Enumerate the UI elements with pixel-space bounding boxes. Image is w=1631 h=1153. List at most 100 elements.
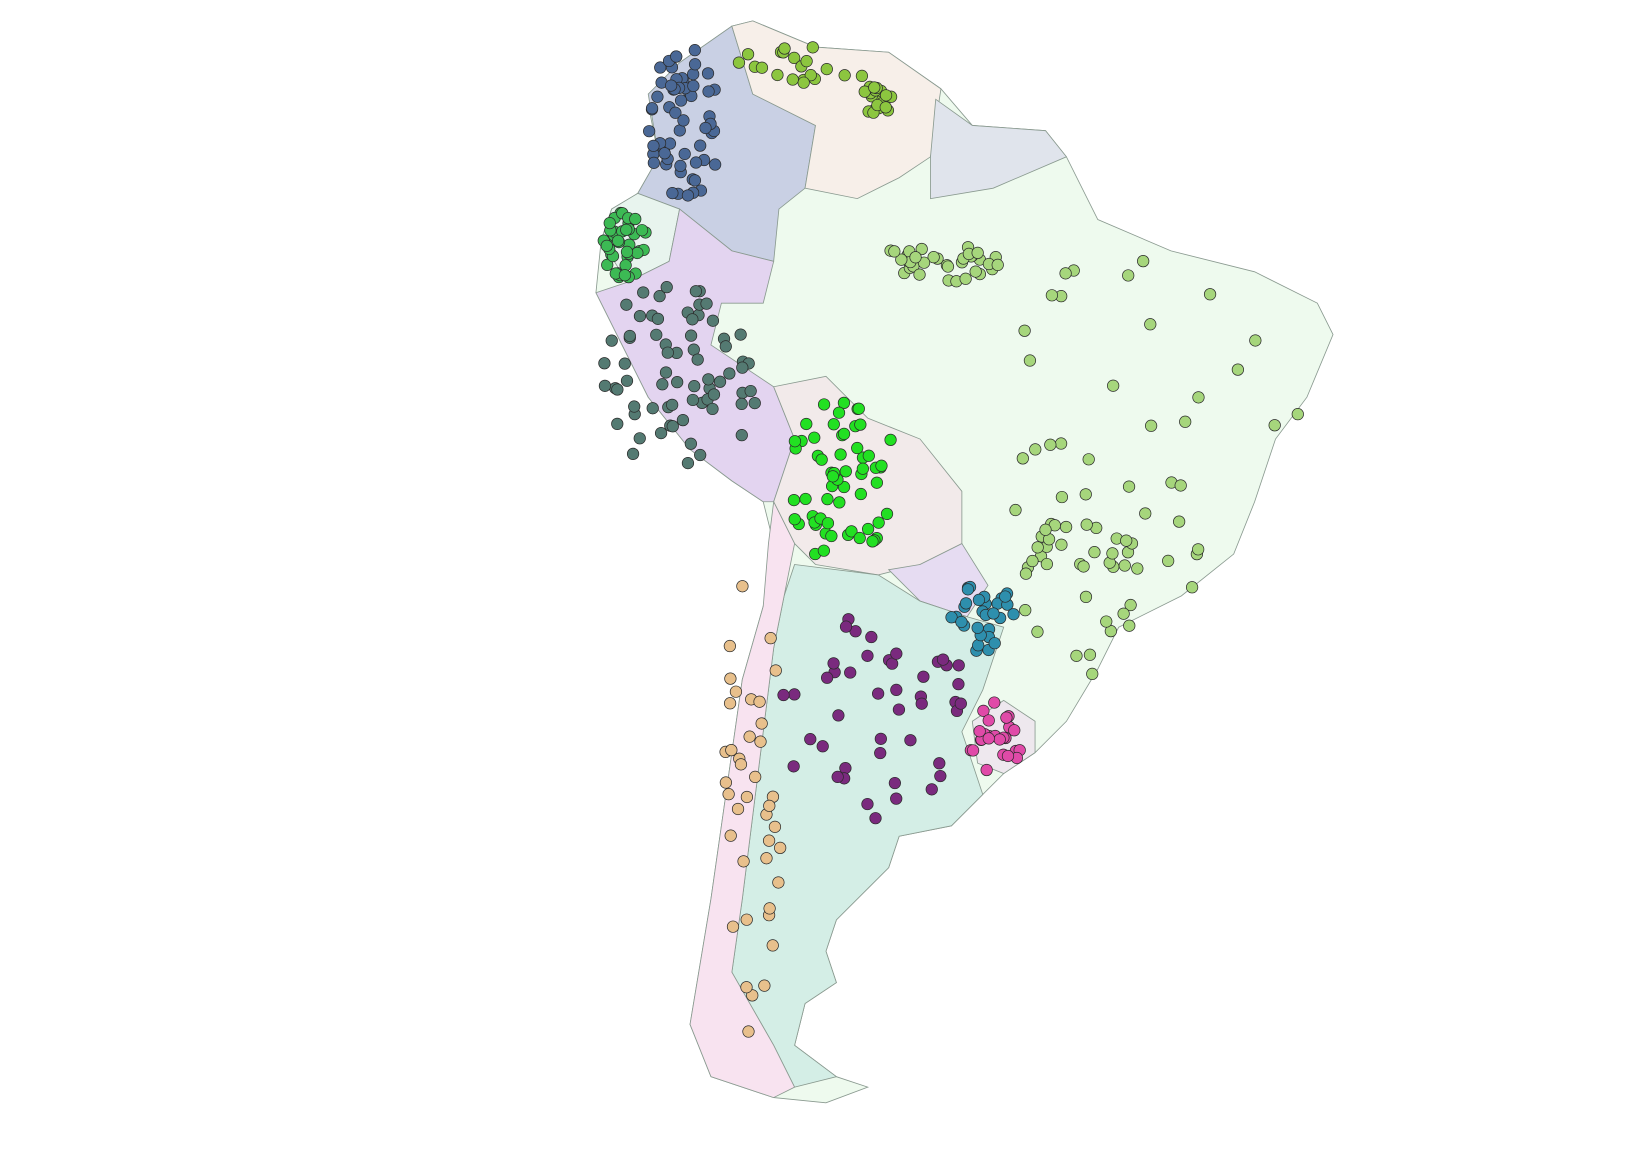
map-point-peru [735,429,748,442]
map-point-peru [686,393,699,407]
map-point-chile [723,697,737,710]
map-point-uruguay [988,696,1001,709]
map-point-argentina [839,620,853,633]
map-point-chile [731,802,745,816]
map-point-brazil [1117,607,1130,620]
map-point-bolivia [872,516,885,529]
map-point-chile [768,820,782,833]
map-point-peru [734,328,747,341]
map-point-brazil [991,258,1004,272]
country-guianas [930,98,1068,200]
map-point-brazil [1083,648,1097,661]
map-point-peru [713,375,727,388]
map-point-peru [620,374,634,387]
map-point-chile [726,920,740,933]
map-point-colombia [702,85,715,98]
map-point-brazil [1031,625,1044,638]
map-point-brazil [1192,391,1205,404]
map-point-colombia [647,139,660,152]
map-point-peru [688,380,701,393]
map-point-chile [764,632,777,645]
map-point-peru [684,329,698,342]
map-point-bolivia [821,517,835,530]
map-point-brazil [1100,615,1113,628]
map-point-paraguay [959,597,973,610]
map-point-paraguay [955,615,968,629]
map-point-brazil [1162,554,1175,568]
map-point-peru [598,379,612,392]
map-point-venezuela [879,89,893,102]
map-point-brazil [1044,438,1057,451]
map-point-colombia [658,147,671,160]
map-point-brazil [1144,318,1157,331]
map-point-chile [740,913,753,926]
map-point-brazil [1019,604,1032,617]
map-point-brazil [1249,334,1262,347]
map-point-venezuela [879,101,892,114]
map-point-venezuela [838,69,851,82]
map-point-brazil [1088,546,1101,559]
map-point-brazil [1137,255,1150,268]
map-point-brazil [1055,490,1069,504]
map-point-brazil [1192,543,1205,556]
map-point-bolivia [834,448,847,461]
map-point-paraguay [972,593,986,607]
map-point-colombia [674,159,687,173]
map-point-venezuela [804,69,817,82]
map-point-brazil [1122,480,1136,493]
map-point-argentina [936,653,950,666]
map-point-bolivia [862,449,875,462]
map-point-brazil [1185,581,1199,594]
map-point-argentina [787,760,800,773]
map-point-venezuela [732,56,746,69]
map-point-peru [666,398,679,411]
map-point-brazil [913,268,926,281]
map-point-peru [686,313,699,326]
map-point-argentina [865,630,878,644]
map-point-ecuador [611,234,625,247]
map-point-venezuela [855,69,869,83]
map-point-colombia [709,158,722,171]
map-point-brazil [1079,590,1093,603]
map-point-brazil [1039,523,1052,536]
map-point-colombia [687,68,700,81]
map-point-peru [650,328,663,341]
map-point-brazil [971,246,984,259]
map-point-bolivia [799,492,812,506]
map-point-chile [743,730,756,743]
map-point-bolivia [853,531,866,545]
map-point-venezuela [868,81,881,94]
map-point-brazil [1203,288,1217,301]
map-point-colombia [688,44,701,57]
map-point-colombia [645,102,659,115]
map-point-ecuador [629,212,642,226]
map-point-paraguay [961,583,975,596]
map-point-peru [618,357,631,370]
map-point-colombia [643,125,656,138]
map-point-venezuela [820,62,833,76]
map-point-chile [755,717,768,730]
map-point-chile [763,902,776,915]
map-point-argentina [952,678,965,691]
map-point-brazil [1268,419,1281,432]
map-point-bolivia [839,465,852,478]
map-point-peru [626,447,640,460]
map-point-peru [633,432,646,445]
map-point-bolivia [837,427,851,441]
map-point-brazil [1291,408,1304,421]
map-point-chile [737,855,750,868]
map-point-peru [646,402,659,415]
map-point-brazil [1077,560,1090,573]
map-point-brazil [1018,324,1031,337]
map-point-brazil [927,251,940,264]
map-point-uruguay [1008,724,1021,737]
map-point-peru [611,417,624,430]
map-point-argentina [869,812,882,825]
map-point-peru [706,402,719,416]
map-point-argentina [788,688,801,701]
map-point-brazil [1131,562,1144,575]
map-point-brazil [1019,567,1033,580]
map-point-paraguay [971,621,984,634]
map-point-bolivia [825,529,838,543]
